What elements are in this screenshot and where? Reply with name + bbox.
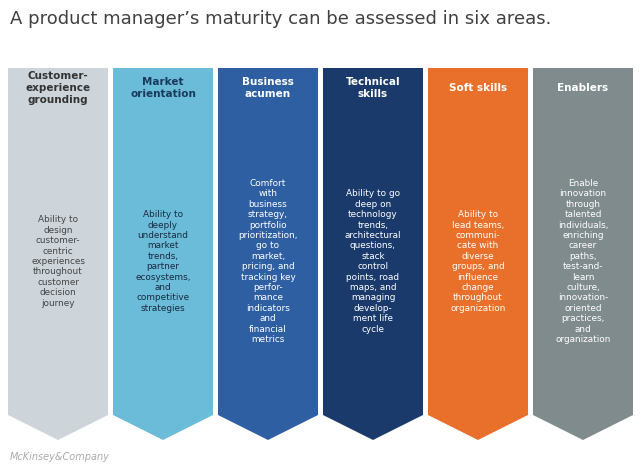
Text: Enable
innovation
through
talented
individuals,
enriching
career
paths,
test-and: Enable innovation through talented indiv…: [555, 179, 611, 344]
Polygon shape: [323, 68, 423, 440]
Polygon shape: [218, 68, 318, 440]
Text: Market
orientation: Market orientation: [130, 77, 196, 99]
Text: Comfort
with
business
strategy,
portfolio
prioritization,
go to
market,
pricing,: Comfort with business strategy, portfoli…: [238, 179, 298, 344]
Text: Technical
skills: Technical skills: [345, 77, 401, 99]
Text: A product manager’s maturity can be assessed in six areas.: A product manager’s maturity can be asse…: [10, 10, 551, 28]
Text: Soft skills: Soft skills: [449, 83, 507, 93]
Polygon shape: [113, 68, 213, 440]
Text: Ability to
deeply
understand
market
trends,
partner
ecosystems,
and
competitive
: Ability to deeply understand market tren…: [135, 210, 191, 313]
Polygon shape: [533, 68, 633, 440]
Text: McKinsey&Company: McKinsey&Company: [10, 452, 110, 462]
Polygon shape: [8, 68, 108, 440]
Text: Ability to
lead teams,
communi-
cate with
diverse
groups, and
influence
change
t: Ability to lead teams, communi- cate wit…: [451, 210, 506, 313]
Text: Ability to
design
customer-
centric
experiences
throughout
customer
decision
jou: Ability to design customer- centric expe…: [31, 215, 85, 308]
Text: Customer-
experience
grounding: Customer- experience grounding: [26, 71, 90, 105]
Text: Ability to go
deep on
technology
trends,
architectural
questions,
stack
control
: Ability to go deep on technology trends,…: [345, 190, 401, 334]
Text: Enablers: Enablers: [558, 83, 608, 93]
Polygon shape: [428, 68, 528, 440]
Text: Business
acumen: Business acumen: [242, 77, 294, 99]
